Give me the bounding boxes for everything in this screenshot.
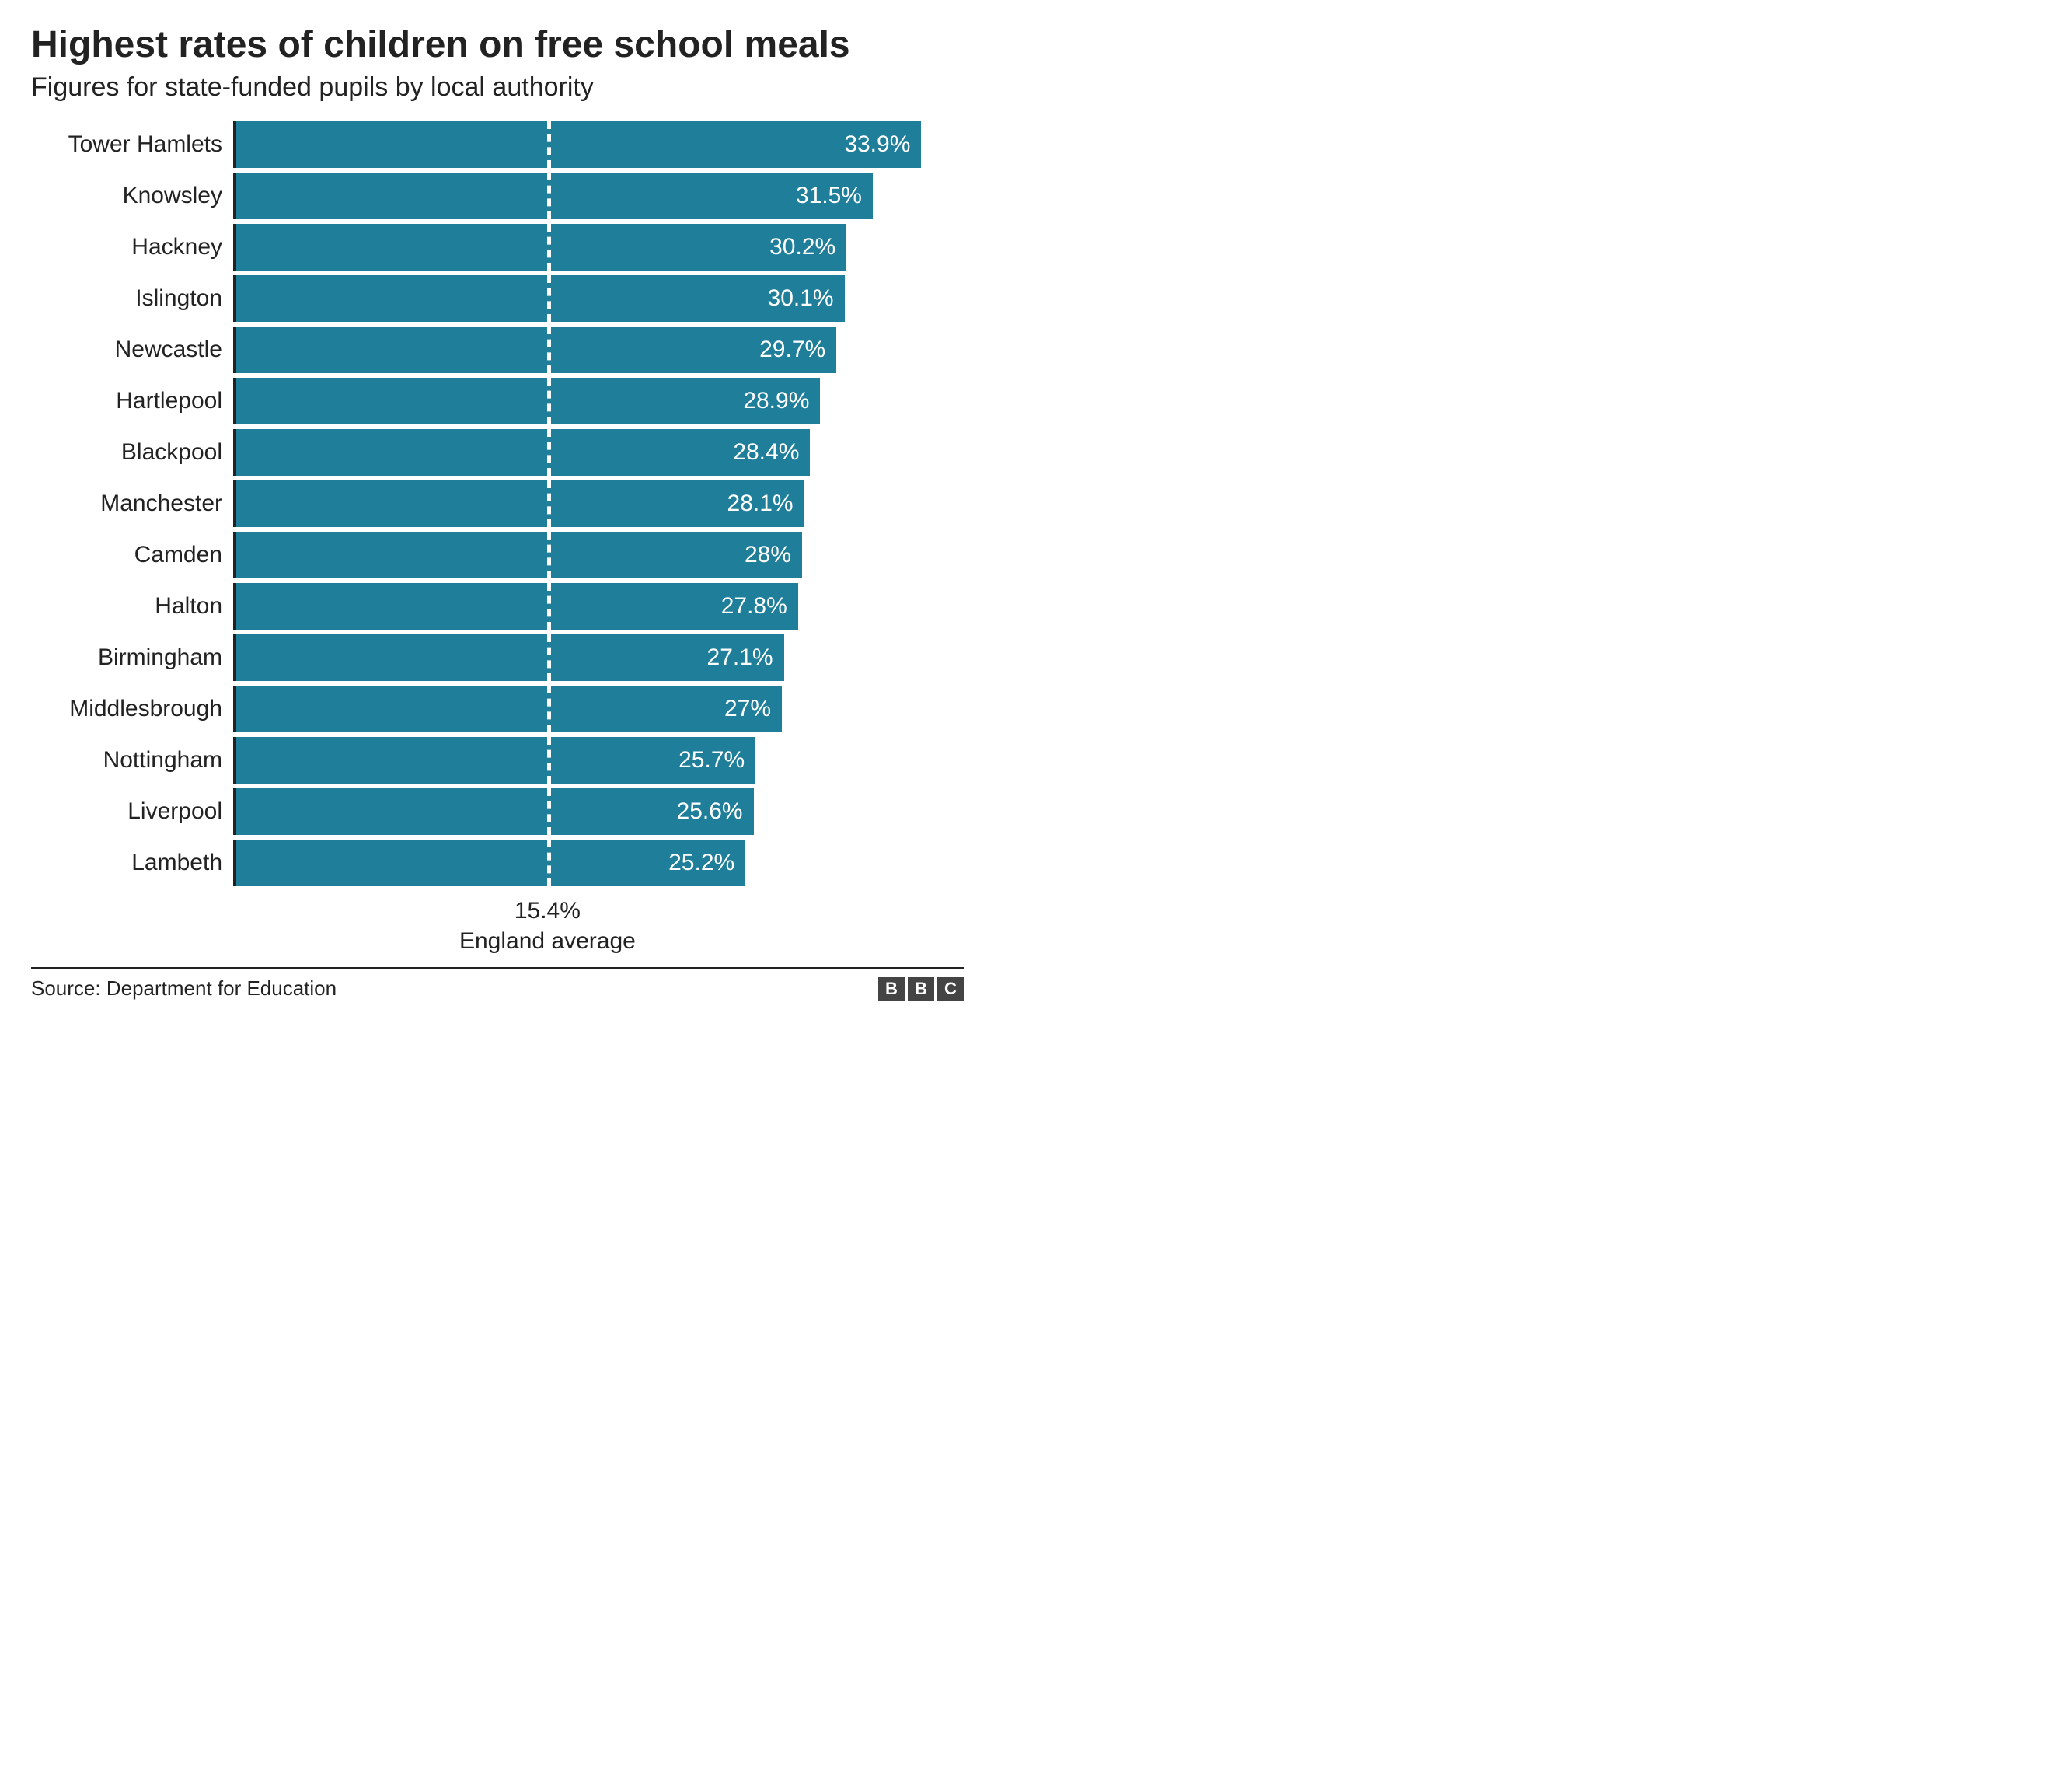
- bar: 25.6%: [236, 788, 754, 835]
- bar-area: 27.8%: [233, 583, 964, 630]
- bar-area: 30.1%: [233, 275, 964, 322]
- bar-area: 28%: [233, 532, 964, 578]
- bar-row: Middlesbrough27%: [31, 686, 964, 732]
- bbc-logo: B B C: [878, 977, 964, 1001]
- bar-row: Tower Hamlets33.9%: [31, 121, 964, 168]
- bbc-logo-letter: C: [937, 977, 964, 1001]
- category-label: Hartlepool: [31, 389, 233, 413]
- bar-row: Manchester28.1%: [31, 480, 964, 527]
- axis-cell: 15.4% England average: [233, 896, 964, 961]
- reference-value: 15.4%: [459, 896, 636, 926]
- bar: 28.1%: [236, 480, 804, 527]
- chart-title: Highest rates of children on free school…: [31, 23, 964, 66]
- bar-row: Lambeth25.2%: [31, 840, 964, 886]
- category-label: Manchester: [31, 492, 233, 515]
- bar-area: 27.1%: [233, 634, 964, 681]
- bar: 28%: [236, 532, 802, 578]
- bar: 30.2%: [236, 224, 846, 271]
- bar-row: Liverpool25.6%: [31, 788, 964, 835]
- category-label: Newcastle: [31, 338, 233, 361]
- bar: 27.8%: [236, 583, 798, 630]
- bar-area: 28.1%: [233, 480, 964, 527]
- reference-caption: England average: [459, 926, 636, 956]
- bar-row: Birmingham27.1%: [31, 634, 964, 681]
- category-label: Lambeth: [31, 851, 233, 875]
- bar: 29.7%: [236, 327, 836, 373]
- bar-row: Newcastle29.7%: [31, 327, 964, 373]
- category-label: Camden: [31, 543, 233, 567]
- bar-area: 33.9%: [233, 121, 964, 168]
- bar-row: Blackpool28.4%: [31, 429, 964, 476]
- bar: 31.5%: [236, 173, 873, 219]
- bar-row: Knowsley31.5%: [31, 173, 964, 219]
- bar-area: 28.4%: [233, 429, 964, 476]
- bar-area: 31.5%: [233, 173, 964, 219]
- category-label: Halton: [31, 595, 233, 618]
- bar-row: Islington30.1%: [31, 275, 964, 322]
- bar-row: Camden28%: [31, 532, 964, 578]
- category-label: Hackney: [31, 236, 233, 259]
- bar: 30.1%: [236, 275, 845, 322]
- footer: Source: Department for Education B B C: [31, 967, 964, 1001]
- chart-subtitle: Figures for state-funded pupils by local…: [31, 72, 964, 103]
- bar-area: 27%: [233, 686, 964, 732]
- bar-row: Hackney30.2%: [31, 224, 964, 271]
- bar: 28.9%: [236, 378, 820, 424]
- bar: 33.9%: [236, 121, 921, 168]
- category-label: Birmingham: [31, 646, 233, 669]
- bbc-logo-letter: B: [878, 977, 905, 1001]
- bar: 27.1%: [236, 634, 784, 681]
- bar-area: 29.7%: [233, 327, 964, 373]
- category-label: Islington: [31, 287, 233, 310]
- bar-chart: Tower Hamlets33.9%Knowsley31.5%Hackney30…: [31, 121, 964, 886]
- category-label: Middlesbrough: [31, 697, 233, 721]
- bbc-logo-letter: B: [908, 977, 934, 1001]
- bar: 25.2%: [236, 840, 745, 886]
- bar-row: Hartlepool28.9%: [31, 378, 964, 424]
- bar-row: Nottingham25.7%: [31, 737, 964, 784]
- source-text: Source: Department for Education: [31, 976, 337, 1001]
- bar: 28.4%: [236, 429, 810, 476]
- chart-container: Highest rates of children on free school…: [0, 0, 995, 1016]
- category-label: Nottingham: [31, 749, 233, 772]
- bar-area: 30.2%: [233, 224, 964, 271]
- category-label: Liverpool: [31, 800, 233, 823]
- category-label: Tower Hamlets: [31, 133, 233, 156]
- bar-area: 25.7%: [233, 737, 964, 784]
- bar-area: 25.6%: [233, 788, 964, 835]
- axis-row: 15.4% England average: [31, 896, 964, 961]
- reference-label: 15.4% England average: [459, 896, 636, 956]
- bar-row: Halton27.8%: [31, 583, 964, 630]
- bar-area: 25.2%: [233, 840, 964, 886]
- category-label: Knowsley: [31, 184, 233, 208]
- axis-spacer: [31, 896, 233, 961]
- bar: 25.7%: [236, 737, 755, 784]
- category-label: Blackpool: [31, 441, 233, 464]
- bar: 27%: [236, 686, 782, 732]
- bar-area: 28.9%: [233, 378, 964, 424]
